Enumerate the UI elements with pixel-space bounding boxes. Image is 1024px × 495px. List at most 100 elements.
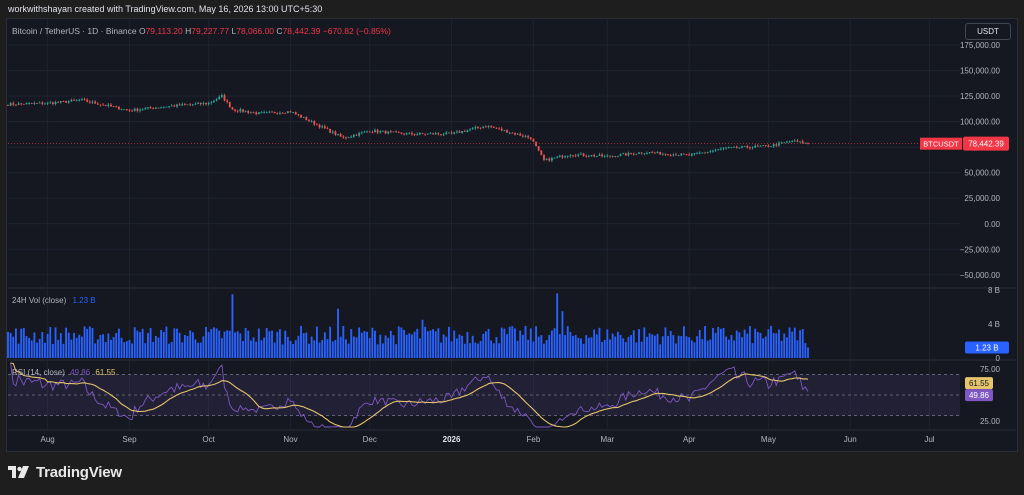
currency-button[interactable]: USDT <box>965 23 1011 40</box>
candle-body <box>572 155 574 157</box>
brand-name: TradingView <box>36 464 122 481</box>
candle-body <box>12 103 15 105</box>
volume-y-tick-label: 0 <box>996 354 1001 363</box>
rsi-value-tag-bg <box>965 389 993 402</box>
volume-bar <box>144 343 147 358</box>
volume-bar <box>458 334 461 358</box>
x-tick-label: Dec <box>363 435 377 444</box>
candle-body <box>403 133 405 135</box>
candle-body <box>292 112 295 113</box>
y-tick-label: 0.00 <box>984 220 1000 229</box>
candle-body <box>305 117 308 121</box>
volume-bar <box>521 334 524 358</box>
y-tick-label: 125,000.00 <box>960 92 1001 101</box>
candle-body <box>392 131 395 133</box>
candle-body <box>411 132 413 135</box>
volume-bar <box>36 342 38 358</box>
y-tick-label: 150,000.00 <box>960 67 1001 76</box>
candle-body <box>244 111 247 112</box>
candle-body <box>617 155 619 157</box>
candle-body <box>345 137 347 139</box>
volume-bar <box>255 341 258 358</box>
candle-body <box>479 127 482 129</box>
volume-bar <box>210 329 213 358</box>
candle-body <box>260 112 263 114</box>
volume-bar <box>693 342 696 358</box>
volume-bar <box>252 337 255 358</box>
candle-body <box>646 153 648 154</box>
candle-body <box>271 111 273 113</box>
candle-body <box>683 153 685 155</box>
volume-bar <box>223 331 226 358</box>
candle-body <box>651 152 654 154</box>
volume-bar <box>682 326 685 358</box>
candle-body <box>207 103 210 105</box>
chart-frame[interactable] <box>6 18 1018 452</box>
candle-body <box>342 136 345 138</box>
volume-bar <box>577 337 580 358</box>
candle-body <box>168 106 170 107</box>
volume-bar <box>38 338 41 358</box>
candle-body <box>284 113 287 114</box>
volume-bar <box>265 328 268 358</box>
candle-body <box>556 156 559 158</box>
candle-body <box>123 109 126 110</box>
candle-body <box>574 155 577 157</box>
y-tick-label: −25,000.00 <box>960 245 1001 254</box>
volume-bar <box>719 328 722 358</box>
candle-body <box>595 155 598 157</box>
tradingview-brand[interactable]: TradingView <box>8 464 122 481</box>
candle-body <box>54 102 57 105</box>
volume-bar <box>759 333 762 358</box>
candle-body <box>796 140 799 142</box>
volume-bar <box>51 344 54 358</box>
volume-bar <box>688 337 691 358</box>
volume-bar <box>780 340 783 358</box>
candle-body <box>550 157 553 161</box>
candle-body <box>376 130 379 133</box>
candle-body <box>255 112 258 115</box>
candle-body <box>461 131 464 133</box>
volume-bar <box>300 325 302 358</box>
candle-body <box>318 124 321 128</box>
candle-body <box>606 155 609 157</box>
volume-bar <box>603 339 606 358</box>
volume-bar <box>585 335 588 358</box>
volume-bar <box>73 332 75 358</box>
candle-body <box>59 100 62 103</box>
volume-bar <box>712 327 714 358</box>
candle-body <box>432 133 434 135</box>
candle-body <box>701 152 704 154</box>
volume-bar <box>762 338 765 358</box>
candle-body <box>178 104 181 106</box>
candle-body <box>382 130 384 132</box>
candle-body <box>653 152 656 154</box>
candle-body <box>764 145 767 147</box>
volume-bar <box>503 328 506 358</box>
volume-bar <box>46 333 49 358</box>
candle-body <box>434 133 437 135</box>
volume-bar <box>139 332 141 358</box>
candle-body <box>323 126 326 129</box>
volume-bar <box>397 326 400 358</box>
volume-bar <box>358 327 361 358</box>
volume-bar <box>616 331 619 358</box>
candle-body <box>223 95 226 101</box>
volume-bar <box>453 330 456 358</box>
volume-bar <box>606 329 609 358</box>
volume-bar <box>350 329 353 358</box>
candle-body <box>458 131 461 133</box>
candle-body <box>593 155 596 157</box>
volume-bar <box>220 338 223 358</box>
candle-body <box>265 111 268 113</box>
volume-bar <box>783 333 786 358</box>
candle-body <box>205 103 207 105</box>
candle-body <box>685 154 688 156</box>
symbol-name: Bitcoin / TetherUS · 1D · Binance <box>12 26 137 36</box>
volume-bar <box>490 340 493 358</box>
volume-bar <box>176 328 178 358</box>
volume-bar <box>107 333 110 358</box>
volume-bar <box>638 329 640 358</box>
candle-body <box>437 133 440 135</box>
